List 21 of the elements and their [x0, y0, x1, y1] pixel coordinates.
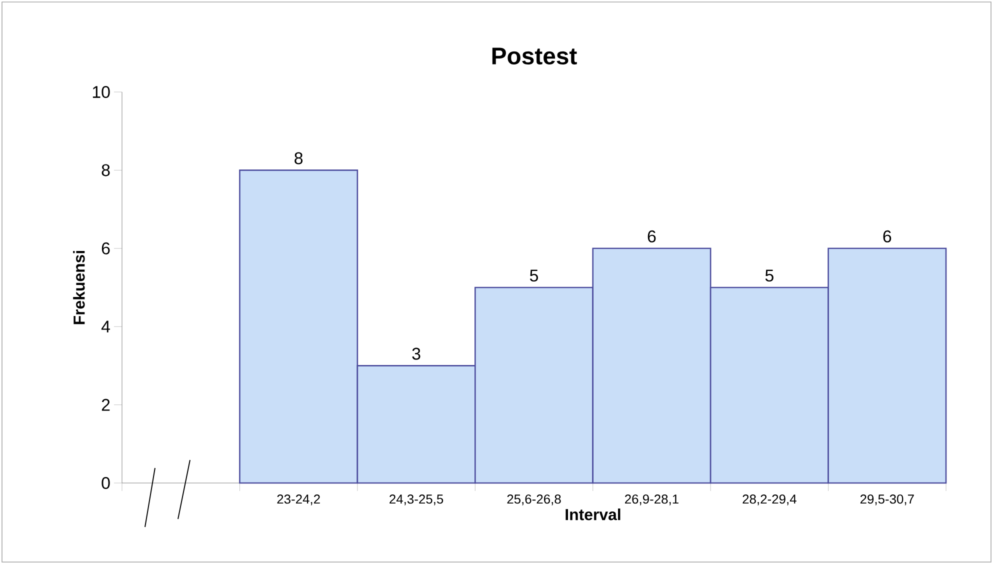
x-axis-title: Interval — [566, 508, 620, 520]
x-tick-label: 28,2-29,4 — [742, 494, 796, 506]
data-label: 6 — [648, 230, 656, 242]
y-tick-label: 2 — [102, 398, 110, 411]
y-tick-label: 6 — [102, 242, 110, 254]
data-label: 6 — [883, 230, 892, 242]
x-tick-label: 29,5-30,7 — [860, 494, 914, 506]
y-axis-title: Frekuensi — [73, 250, 85, 324]
x-tick-label: 26,9-28,1 — [625, 494, 678, 506]
data-label: 5 — [530, 270, 538, 282]
chart-title: Postest — [492, 48, 577, 64]
data-label: 3 — [412, 348, 420, 360]
y-tick-label: 10 — [92, 86, 110, 98]
x-tick-label: 24,3-25,5 — [390, 494, 444, 506]
y-tick-label: 4 — [101, 320, 110, 332]
x-tick-label: 25,6-26,8 — [507, 494, 561, 506]
x-tick-label: 23-24,2 — [277, 494, 320, 506]
y-tick-label: 8 — [102, 164, 110, 176]
data-label: 8 — [294, 152, 303, 164]
data-label: 5 — [765, 270, 774, 282]
y-tick-label: 0 — [102, 477, 110, 489]
